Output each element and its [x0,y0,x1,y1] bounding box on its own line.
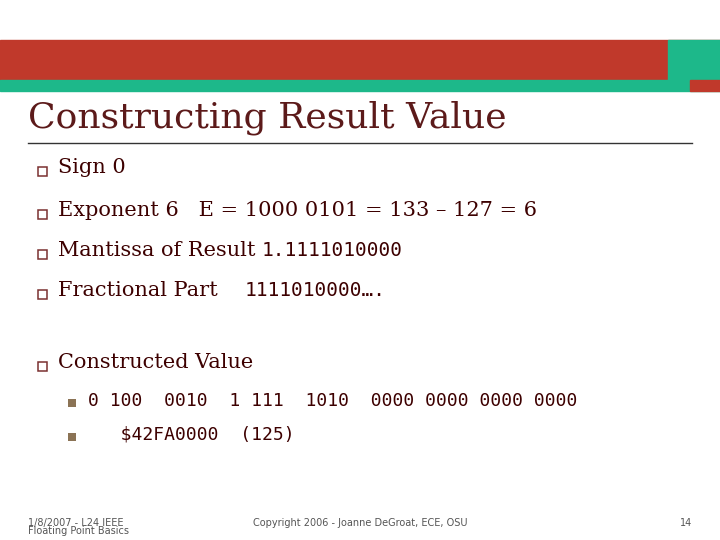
Bar [38,210,47,219]
Bar [0,80,720,91]
Bar [0,40,720,80]
Bar [690,80,720,91]
Text: Copyright 2006 - Joanne DeGroat, ECE, OSU: Copyright 2006 - Joanne DeGroat, ECE, OS… [253,518,467,528]
Text: 14: 14 [680,518,692,528]
Bar [38,250,47,259]
Bar [668,40,720,80]
Bar [38,362,47,371]
Text: Constructing Result Value: Constructing Result Value [28,101,507,135]
Text: $42FA0000  (125): $42FA0000 (125) [88,426,294,444]
Text: Floating Point Basics: Floating Point Basics [28,526,129,536]
Bar [68,399,76,407]
Bar [38,290,47,299]
Text: Fractional Part: Fractional Part [58,281,244,300]
Bar [68,433,76,441]
Text: Constructed Value: Constructed Value [58,353,253,372]
Text: 0 100  0010  1 111  1010  0000 0000 0000 0000: 0 100 0010 1 111 1010 0000 0000 0000 000… [88,392,577,410]
Text: Exponent 6   E = 1000 0101 = 133 – 127 = 6: Exponent 6 E = 1000 0101 = 133 – 127 = 6 [58,201,537,220]
Text: Mantissa of Result: Mantissa of Result [58,241,262,260]
Text: Sign 0: Sign 0 [58,158,126,177]
Text: 1111010000….: 1111010000…. [244,281,385,300]
Bar [38,167,47,176]
Text: 1.1111010000: 1.1111010000 [262,241,403,260]
Text: 1/8/2007 - L24 IEEE: 1/8/2007 - L24 IEEE [28,518,124,528]
